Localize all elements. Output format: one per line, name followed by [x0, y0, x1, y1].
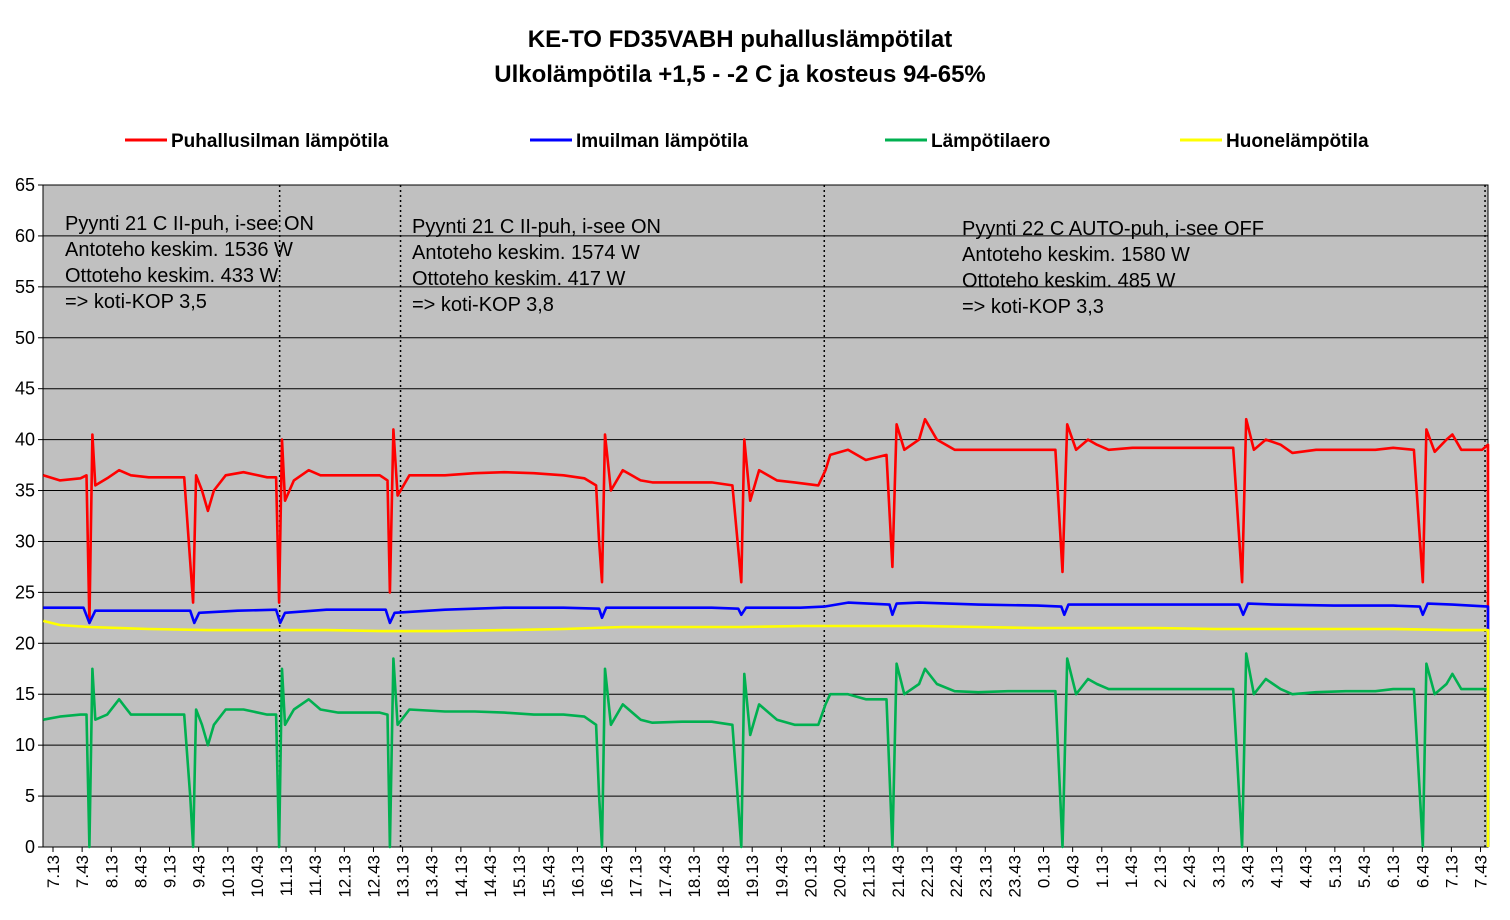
- annotation-line: => koti-KOP 3,3: [962, 296, 1104, 318]
- y-tick-label: 35: [15, 481, 35, 501]
- y-tick-label: 65: [15, 175, 35, 195]
- y-tick-label: 15: [15, 684, 35, 704]
- annotations: Pyynti 21 C II-puh, i-see ON Antoteho kes…: [65, 213, 1264, 318]
- chart-title: KE-TO FD35VABH puhalluslämpötilat: [528, 26, 953, 53]
- x-tick-label: 1.43: [1122, 855, 1141, 888]
- x-tick-label: 19.43: [772, 855, 791, 898]
- chart-subtitle: Ulkolämpötila +1,5 - -2 C ja kosteus 94-…: [494, 61, 986, 88]
- x-tick-label: 17.43: [656, 855, 675, 898]
- y-tick-label: 60: [15, 226, 35, 246]
- grid-lines: [43, 235, 1488, 797]
- x-tick-label: 22.43: [947, 855, 966, 898]
- x-tick-label: 6.43: [1413, 855, 1432, 888]
- y-tick-label: 40: [15, 430, 35, 450]
- annotation-line: Pyynti 21 C II-puh, i-see ON: [412, 216, 661, 238]
- x-tick-label: 8.13: [102, 855, 121, 888]
- annotation-line: Ottoteho keskim. 417 W: [412, 268, 626, 290]
- x-tick-label: 3.43: [1238, 855, 1257, 888]
- x-tick-label: 11.13: [277, 855, 296, 896]
- x-tick-label: 6.13: [1384, 855, 1403, 888]
- x-tick-label: 2.13: [1151, 855, 1170, 888]
- y-tick-label: 0: [25, 837, 35, 857]
- x-tick-label: 22.13: [918, 855, 937, 898]
- x-tick-label: 7.43: [73, 855, 92, 888]
- x-tick-label: 15.43: [539, 855, 558, 898]
- x-tick-label: 18.13: [685, 855, 704, 898]
- x-tick-label: 15.13: [510, 855, 529, 898]
- annotation-line: Antoteho keskim. 1580 W: [962, 244, 1190, 266]
- annotation-line: => koti-KOP 3,8: [412, 294, 554, 316]
- x-tick-label: 5.13: [1326, 855, 1345, 888]
- annotation-line: => koti-KOP 3,5: [65, 291, 207, 313]
- x-tick-label: 7.13: [1442, 855, 1461, 888]
- x-tick-label: 2.43: [1180, 855, 1199, 888]
- x-tick-label: 1.13: [1093, 855, 1112, 888]
- annotation-line: Ottoteho keskim. 433 W: [65, 265, 279, 287]
- annotation-line: Ottoteho keskim. 485 W: [962, 270, 1176, 292]
- x-tick-label: 13.13: [394, 855, 413, 898]
- y-tick-label: 10: [15, 735, 35, 755]
- y-tick-label: 5: [25, 786, 35, 806]
- x-tick-label: 0.43: [1064, 855, 1083, 888]
- x-tick-label: 3.13: [1209, 855, 1228, 888]
- x-tick-label: 16.13: [568, 855, 587, 898]
- annotation-line: Antoteho keskim. 1536 W: [65, 239, 293, 261]
- series-line-imuilman-l-mp-tila: [43, 601, 1490, 847]
- annotation-line: Pyynti 22 C AUTO-puh, i-see OFF: [962, 218, 1264, 240]
- x-tick-label: 7.43: [1472, 855, 1491, 888]
- x-tick-label: 18.43: [714, 855, 733, 898]
- x-tick-label: 19.13: [743, 855, 762, 898]
- x-tick-label: 17.13: [627, 855, 646, 898]
- x-tick-label: 13.43: [423, 855, 442, 898]
- series-group: [42, 417, 1490, 849]
- y-tick-label: 25: [15, 582, 35, 602]
- x-tick-label: 8.43: [131, 855, 150, 888]
- series-line-huonel-mp-tila: [42, 619, 1490, 847]
- x-tick-label: 4.13: [1268, 855, 1287, 888]
- x-tick-label: 5.43: [1355, 855, 1374, 888]
- annotation-line: Pyynti 21 C II-puh, i-see ON: [65, 213, 314, 235]
- x-tick-label: 23.43: [1005, 855, 1024, 898]
- x-tick-label: 20.13: [801, 855, 820, 898]
- x-tick-label: 21.43: [889, 855, 908, 898]
- x-tick-label: 10.43: [248, 855, 267, 898]
- x-tick-label: 11.43: [306, 855, 325, 896]
- plot-area: [42, 184, 1489, 848]
- legend-entry: Imuilman lämpötila: [576, 131, 749, 152]
- x-tick-label: 12.13: [335, 855, 354, 898]
- x-tick-label: 20.43: [831, 855, 850, 898]
- annotation-line: Antoteho keskim. 1574 W: [412, 242, 640, 264]
- series-line-l-mp-tilaero: [42, 652, 1490, 849]
- x-tick-label: 14.13: [452, 855, 471, 898]
- x-tick-label: 23.13: [976, 855, 995, 898]
- x-tick-label: 21.13: [860, 855, 879, 898]
- y-axis-ticks: 0 5 10 15 20 25 30 35 40 45 50 55 60 65: [15, 175, 43, 857]
- x-tick-label: 9.13: [161, 855, 180, 888]
- legend-entry: Huonelämpötila: [1226, 131, 1369, 152]
- x-tick-label: 16.43: [598, 855, 617, 898]
- x-tick-label: 9.43: [190, 855, 209, 888]
- y-tick-label: 20: [15, 633, 35, 653]
- x-tick-label: 7.13: [44, 855, 63, 888]
- x-tick-label: 14.43: [481, 855, 500, 898]
- y-tick-label: 50: [15, 328, 35, 348]
- legend-entry: Lämpötilaero: [931, 131, 1050, 152]
- y-tick-label: 55: [15, 277, 35, 297]
- x-axis-ticks: 7.13 7.43 8.13 8.43 9.13 9.43 10.13 10.43 11.13 1…: [44, 847, 1491, 898]
- legend-entry: Puhallusilman lämpötila: [171, 131, 389, 152]
- x-tick-label: 10.13: [219, 855, 238, 898]
- x-tick-label: 0.13: [1035, 855, 1054, 888]
- x-tick-label: 12.43: [364, 855, 383, 898]
- y-tick-label: 30: [15, 531, 35, 551]
- y-tick-label: 45: [15, 379, 35, 399]
- legend: Puhallusilman lämpötila Imuilman lämpötil…: [125, 131, 1369, 152]
- series-line-puhallusilman-l-mp-tila: [42, 417, 1490, 847]
- x-tick-label: 4.43: [1297, 855, 1316, 888]
